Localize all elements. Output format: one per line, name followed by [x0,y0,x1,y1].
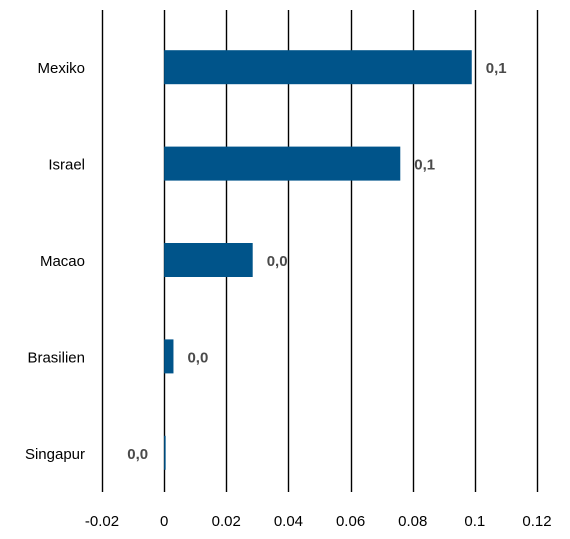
x-tick-label: 0 [160,513,168,530]
data-label: 0,0 [127,446,148,463]
data-labels: 0,1 0,1 0,0 0,0 0,0 [127,60,506,463]
x-tick-label: 0.08 [398,513,427,530]
category-label: Macao [40,253,85,270]
x-tick-label: -0.02 [85,513,119,530]
x-tick-label: 0.1 [464,513,485,530]
x-tick-label: 0.12 [522,513,551,530]
x-tick-label: 0.02 [212,513,241,530]
x-tick-label: 0.06 [336,513,365,530]
data-label: 0,0 [267,253,288,270]
category-labels: Mexiko Israel Macao Brasilien Singapur [25,60,85,463]
category-label: Mexiko [37,60,85,77]
category-label: Brasilien [27,349,85,366]
bars [164,50,472,470]
bar-macao [164,243,253,277]
bar-brasilien [164,339,174,374]
bar-singapur [164,435,166,470]
bar-mexiko [164,50,472,85]
data-label: 0,0 [187,349,208,366]
bar-israel [164,146,401,181]
data-label: 0,1 [414,157,435,174]
x-tick-label: 0.04 [274,513,303,530]
category-label: Israel [48,157,85,174]
category-label: Singapur [25,446,85,463]
data-label: 0,1 [486,60,507,77]
x-tick-labels: -0.02 0 0.02 0.04 0.06 0.08 0.1 0.12 [85,513,552,530]
